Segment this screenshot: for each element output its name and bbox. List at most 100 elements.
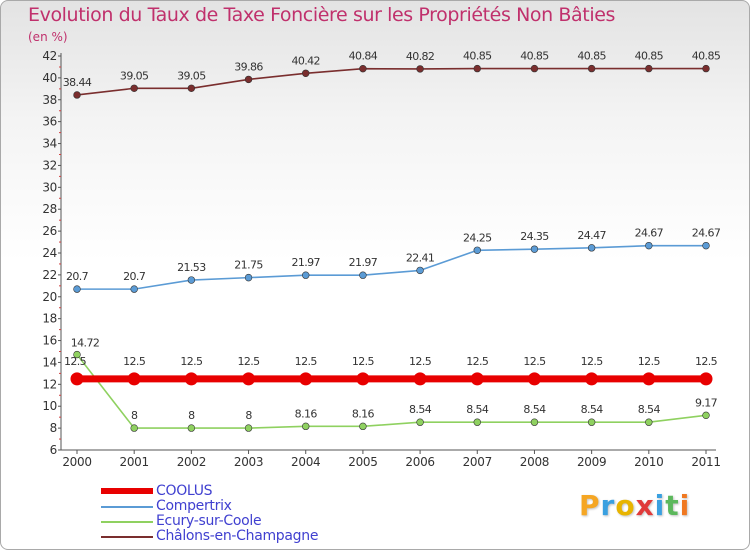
data-label: 9.17 <box>695 396 718 409</box>
data-label: 12.5 <box>523 355 546 368</box>
data-point <box>645 418 653 426</box>
data-point <box>73 285 81 293</box>
data-point <box>356 372 370 386</box>
data-point <box>587 244 596 252</box>
series-coolus <box>70 372 713 386</box>
data-point <box>413 372 427 386</box>
data-label: 8 <box>245 409 252 422</box>
x-tick-label: 2000 <box>62 455 91 469</box>
data-point <box>302 422 310 431</box>
data-label: 14.72 <box>71 337 100 350</box>
data-point <box>470 372 484 386</box>
chart-title: Evolution du Taux de Taxe Foncière sur l… <box>28 4 616 26</box>
legend-label: COOLUS <box>156 483 213 499</box>
data-label: 40.85 <box>692 50 721 63</box>
data-point <box>244 75 253 84</box>
data-label: 21.97 <box>349 256 378 269</box>
data-point <box>642 372 656 386</box>
y-tick-label: 20 <box>42 290 57 304</box>
x-tick-label: 2003 <box>234 455 263 469</box>
data-point <box>127 372 141 386</box>
y-tick-label: 42 <box>42 49 57 63</box>
series-line <box>77 244 706 290</box>
y-tick-label: 28 <box>42 202 57 216</box>
x-tick-label: 2006 <box>405 455 434 469</box>
x-tick-label: 2008 <box>520 455 549 469</box>
data-point <box>299 372 313 386</box>
y-tick-label: 22 <box>42 268 57 282</box>
y-tick-label: 18 <box>42 312 57 326</box>
data-point <box>302 271 310 279</box>
data-point <box>184 372 198 386</box>
legend-label: Ecury-sur-Coole <box>156 513 262 529</box>
data-point <box>242 372 256 386</box>
data-label: 40.85 <box>520 50 549 63</box>
data-point <box>73 91 81 99</box>
y-tick-label: 26 <box>42 224 57 238</box>
data-point <box>359 422 367 431</box>
data-label: 24.47 <box>577 229 606 242</box>
x-tick-label: 2009 <box>577 455 606 469</box>
data-label: 40.85 <box>577 50 606 63</box>
data-point <box>530 245 539 253</box>
y-tick-label: 40 <box>42 71 57 85</box>
data-point <box>587 418 596 426</box>
data-label: 8.16 <box>352 407 375 420</box>
data-point <box>527 372 541 386</box>
data-label: 8.54 <box>581 403 604 416</box>
data-point <box>70 372 84 386</box>
legend-swatch <box>101 521 153 523</box>
data-point <box>473 246 481 254</box>
y-tick-label: 30 <box>42 180 57 194</box>
chart-unit-label: (en %) <box>28 30 68 44</box>
data-label: 21.97 <box>291 256 320 269</box>
data-label: 24.35 <box>520 230 549 243</box>
data-label: 24.67 <box>692 227 721 240</box>
series-line <box>76 354 707 429</box>
data-point <box>359 64 367 73</box>
data-label: 20.7 <box>123 270 146 283</box>
data-point <box>244 424 253 432</box>
data-point <box>187 276 196 284</box>
x-tick-label: 2004 <box>291 455 320 469</box>
data-label: 12.5 <box>409 355 432 368</box>
data-point <box>645 64 653 73</box>
axes: 6 8 10 12 14 16 18 20 22 24 26 28 30 32 34 36 38 40 42 2000… <box>42 49 721 469</box>
data-point <box>416 65 424 73</box>
data-label: 12.5 <box>295 355 318 368</box>
data-label: 12.5 <box>638 355 661 368</box>
data-label: 8 <box>188 409 195 422</box>
x-tick-label: 2005 <box>348 455 377 469</box>
data-label: 24.25 <box>463 231 492 244</box>
data-label: 12.5 <box>237 355 260 368</box>
data-label: 39.86 <box>234 60 263 73</box>
data-label: 12.5 <box>123 355 146 368</box>
series-ecury-sur-coole <box>73 350 710 432</box>
data-point <box>585 372 599 386</box>
y-tick-label: 24 <box>42 246 57 260</box>
legend-swatch <box>101 488 153 494</box>
data-point <box>587 64 596 73</box>
data-label: 20.7 <box>66 270 89 283</box>
data-label: 8.54 <box>523 403 546 416</box>
y-tick-label: 8 <box>50 421 57 435</box>
data-labels-layer: 12.5 12.5 12.5 12.5 12.5 12.5 12.5 12.5 12.5 12.5… <box>63 50 722 423</box>
series-compertrix <box>73 241 710 293</box>
legend-label: Châlons-en-Champagne <box>156 528 319 544</box>
legend-label: Compertrix <box>156 498 232 514</box>
data-point <box>530 64 539 73</box>
data-label: 8 <box>131 409 138 422</box>
data-point <box>187 84 196 92</box>
data-label: 12.5 <box>581 355 604 368</box>
legend-swatch <box>101 506 153 508</box>
data-point <box>73 350 81 359</box>
y-tick-label: 32 <box>42 158 57 172</box>
data-point <box>530 418 539 426</box>
data-point <box>702 411 710 420</box>
data-label: 12.5 <box>695 355 718 368</box>
data-point <box>702 241 710 250</box>
y-tick-label: 6 <box>50 443 57 457</box>
data-label: 39.05 <box>177 69 206 82</box>
